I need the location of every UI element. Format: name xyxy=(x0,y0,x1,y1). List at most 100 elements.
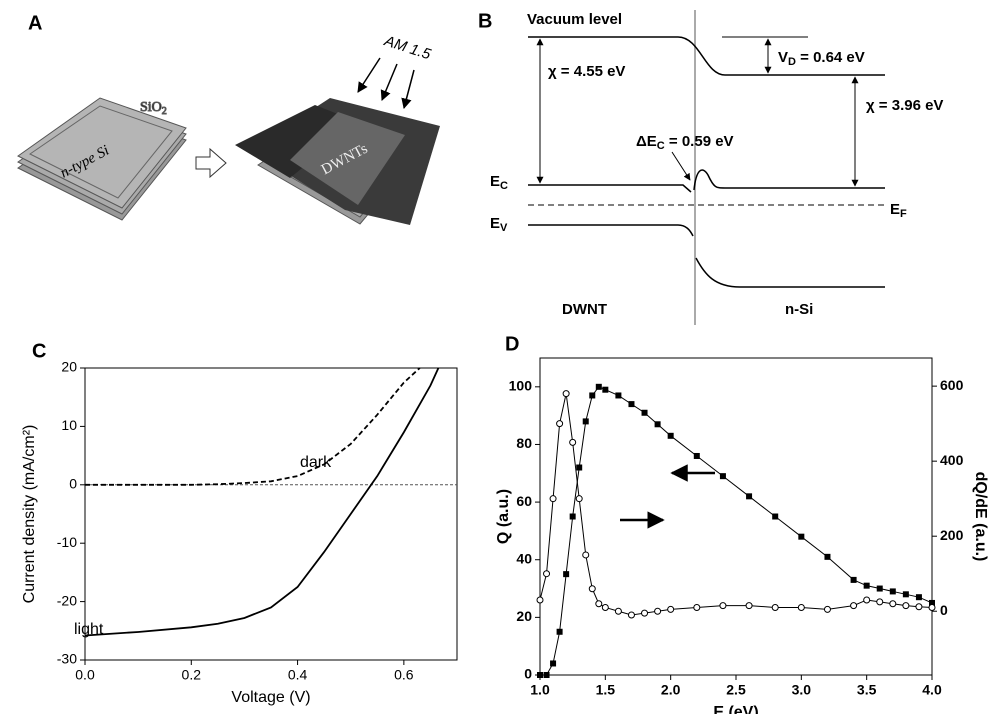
y-tick-label: 0 xyxy=(69,476,77,492)
point xyxy=(602,386,609,393)
point xyxy=(824,553,831,560)
process-arrow xyxy=(195,147,227,179)
y-tick-label: 0 xyxy=(524,666,532,682)
point xyxy=(876,585,883,592)
point xyxy=(654,607,662,615)
point xyxy=(902,591,909,598)
point xyxy=(719,602,727,610)
point xyxy=(771,603,779,611)
panel-label: A xyxy=(28,12,42,34)
point xyxy=(589,392,596,399)
x-axis-label: E (eV) xyxy=(713,704,758,714)
x-tick-label: 0.4 xyxy=(288,667,308,683)
point xyxy=(641,609,649,617)
dec-label: ΔEC = 0.59 eV xyxy=(636,133,734,152)
y2-tick-label: 200 xyxy=(940,527,964,543)
oxide-sub: 2 xyxy=(162,106,167,117)
side-label: DWNT xyxy=(562,301,607,318)
x-tick-label: 0.0 xyxy=(75,667,95,683)
x-tick-label: 1.5 xyxy=(596,682,616,698)
y-tick-label: -10 xyxy=(57,534,77,550)
vd-label: VD = 0.64 eV xyxy=(778,49,865,68)
y-tick-label: 100 xyxy=(509,378,533,394)
point xyxy=(889,600,897,608)
si-wafer: SiO2 n-type Si xyxy=(17,97,187,221)
point xyxy=(915,594,922,601)
dec-arrow xyxy=(671,151,691,181)
oxide-base: SiO xyxy=(140,100,162,115)
dwnt-device: DWNTs xyxy=(235,98,440,225)
x-tick-label: 4.0 xyxy=(922,682,942,698)
point xyxy=(601,603,609,611)
point xyxy=(575,495,583,503)
point xyxy=(615,392,622,399)
plot-frame xyxy=(539,357,933,676)
point xyxy=(556,420,564,428)
dec-rest: = 0.59 eV xyxy=(665,133,734,150)
panel-b: B Vacuum level χ = 4.55 eV χ = 3.96 eV V… xyxy=(478,10,943,325)
x-tick-label: 3.5 xyxy=(857,682,877,698)
dec-base: ΔE xyxy=(636,133,657,150)
point xyxy=(569,438,577,446)
conduction-band-right xyxy=(693,169,885,191)
ef-label: EF xyxy=(890,201,907,220)
x-tick-label: 0.6 xyxy=(394,667,414,683)
y2-tick-label: 600 xyxy=(940,377,964,393)
y-tick-label: 20 xyxy=(61,359,77,375)
ec-label: EC xyxy=(490,173,508,192)
point xyxy=(536,596,544,604)
panel-label: D xyxy=(505,333,519,355)
vd-base: V xyxy=(778,49,788,66)
point xyxy=(798,533,805,540)
point xyxy=(582,551,590,559)
point xyxy=(569,513,576,520)
vd-sub: D xyxy=(788,56,796,68)
point xyxy=(627,611,635,619)
point xyxy=(667,605,675,613)
point xyxy=(772,513,779,520)
point xyxy=(576,464,583,471)
y-tick-label: 80 xyxy=(516,435,532,451)
point xyxy=(549,495,557,503)
point xyxy=(641,409,648,416)
chi-label: χ = 3.96 eV xyxy=(866,97,943,114)
y-tick-label: -20 xyxy=(57,592,77,608)
ec-base: E xyxy=(490,173,500,190)
point xyxy=(550,660,557,667)
plot-frame xyxy=(84,367,458,661)
panel-label: C xyxy=(32,340,46,362)
y-tick-label: 40 xyxy=(516,550,532,566)
point xyxy=(693,603,701,611)
point xyxy=(588,585,596,593)
band-labels: Vacuum level χ = 4.55 eV χ = 3.96 eV VD … xyxy=(490,11,943,318)
point xyxy=(595,383,602,390)
chi-label: χ = 4.55 eV xyxy=(548,63,625,80)
side-label: n-Si xyxy=(785,301,813,318)
point xyxy=(797,603,805,611)
ec-sub: C xyxy=(500,180,508,192)
y-tick-label: 60 xyxy=(516,493,532,509)
point xyxy=(902,602,910,610)
ev-base: E xyxy=(490,215,500,232)
point xyxy=(563,571,570,578)
y2-axis-label: dQ/dE (a.u.) xyxy=(972,472,989,562)
point xyxy=(582,418,589,425)
y-axis-label: Q (a.u.) xyxy=(495,489,512,544)
point xyxy=(745,602,753,610)
ev-sub: V xyxy=(500,222,508,234)
point xyxy=(746,493,753,500)
x-tick-label: 3.0 xyxy=(792,682,812,698)
ev-label: EV xyxy=(490,215,508,234)
point xyxy=(863,582,870,589)
point xyxy=(628,401,635,408)
point xyxy=(889,588,896,595)
y-tick-label: 20 xyxy=(516,608,532,624)
point xyxy=(719,473,726,480)
point xyxy=(928,603,936,611)
point xyxy=(863,596,871,604)
series-line xyxy=(539,393,933,616)
series-label: dark xyxy=(300,454,332,471)
series-label: light xyxy=(74,621,104,638)
series-line xyxy=(84,367,440,637)
